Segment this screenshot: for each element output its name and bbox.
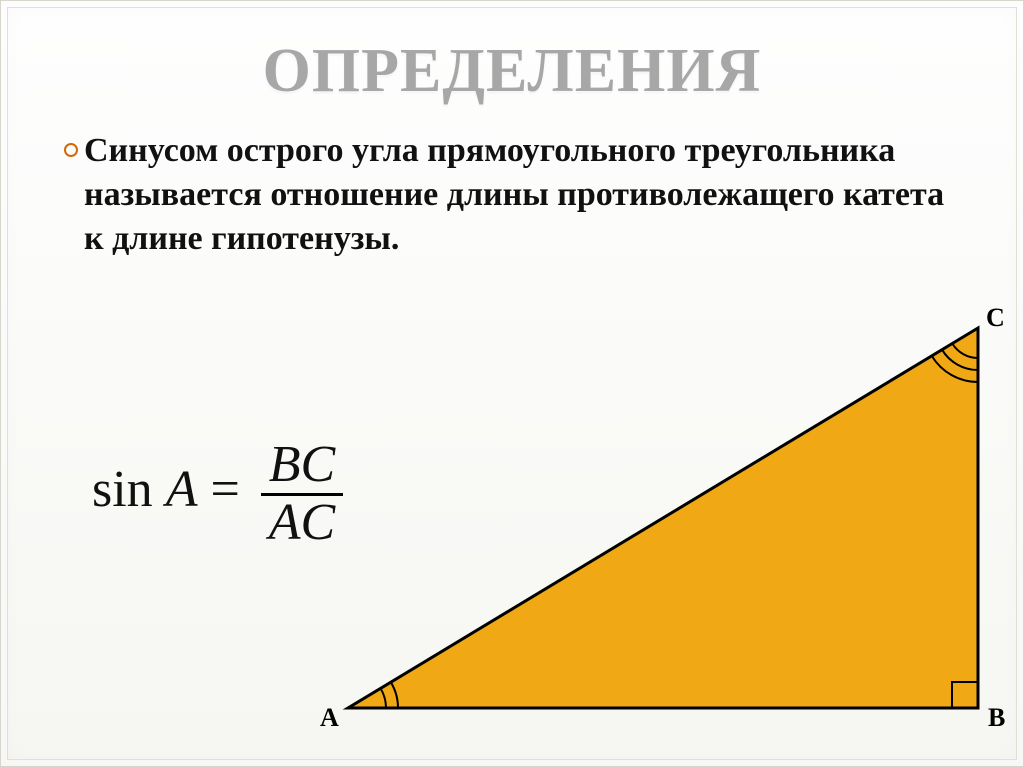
slide-frame: ОПРЕДЕЛЕНИЯ Синусом острого угла прямоуг… <box>7 7 1017 760</box>
definition-text: Синусом острого угла прямоугольного треу… <box>84 129 960 262</box>
slide-title: ОПРЕДЕЛЕНИЯ <box>64 36 960 107</box>
sine-formula: sin A = BC AC <box>92 438 343 550</box>
svg-text:A: A <box>320 703 339 732</box>
formula-lhs-func: sin <box>92 461 153 518</box>
svg-text:B: B <box>988 703 1005 732</box>
formula-lhs-var: A <box>166 461 198 518</box>
triangle-diagram: A B C <box>308 308 1008 748</box>
bullet-icon <box>64 143 78 157</box>
svg-text:C: C <box>986 308 1005 332</box>
definition-row: Синусом острого угла прямоугольного треу… <box>64 129 960 262</box>
